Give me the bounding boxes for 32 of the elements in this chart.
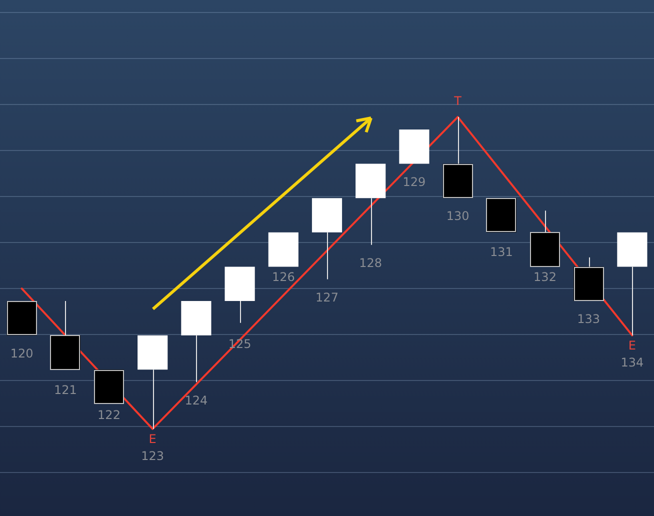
x-tick-label: 124 xyxy=(184,393,208,408)
candlestick xyxy=(312,198,342,280)
x-tick-label: 133 xyxy=(577,312,600,326)
candlestick xyxy=(6,301,37,336)
candlestick xyxy=(530,210,560,267)
x-tick-label: 130 xyxy=(446,209,470,224)
candlestick xyxy=(138,335,168,430)
x-tick-label: 128 xyxy=(359,256,382,270)
x-tick-label: 121 xyxy=(54,383,77,398)
x-tick-label: 131 xyxy=(490,245,513,260)
annotation: E xyxy=(628,338,636,352)
candlestick xyxy=(268,232,298,267)
candlestick xyxy=(356,164,386,246)
candlestick xyxy=(486,198,516,232)
annotation: T xyxy=(453,94,462,108)
candlestick xyxy=(574,256,604,302)
candlestick xyxy=(617,232,648,336)
x-tick-label: 129 xyxy=(402,174,426,189)
candlestick xyxy=(50,300,80,370)
x-tick-label: 134 xyxy=(620,355,644,370)
candlestick xyxy=(399,129,430,164)
candlestick xyxy=(442,116,473,198)
candlestick xyxy=(224,266,255,324)
x-tick-label: 123 xyxy=(141,449,164,464)
x-tick-label: 127 xyxy=(316,290,338,304)
x-tick-label: 132 xyxy=(534,270,556,284)
candlestick xyxy=(94,370,124,404)
annotation: E xyxy=(148,432,156,446)
x-tick-label: 126 xyxy=(272,270,295,284)
x-tick-label: 122 xyxy=(98,408,120,422)
candlestick xyxy=(181,301,212,383)
x-tick-label: 120 xyxy=(10,346,34,360)
